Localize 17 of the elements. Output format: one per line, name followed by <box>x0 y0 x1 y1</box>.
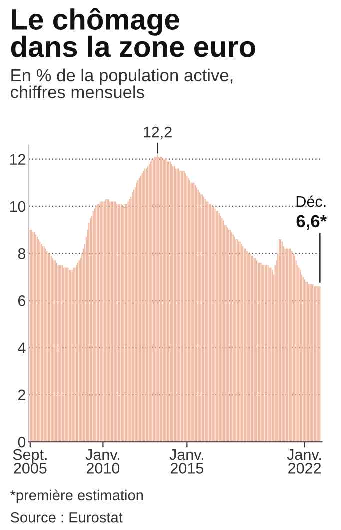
y-tick-label: 4 <box>18 342 26 354</box>
chart-subtitle: En % de la population active, chiffres mensuels <box>10 68 233 98</box>
y-tick-label: 2 <box>18 390 26 400</box>
y-tick-label: 8 <box>18 248 26 260</box>
y-tick-label: 6 <box>18 296 26 306</box>
x-tick-label: Janv. 2010 <box>86 450 120 474</box>
y-tick-label: 12 <box>10 154 26 165</box>
source-note: Source : Eurostat <box>10 512 123 523</box>
y-tick-label: 0 <box>18 436 26 448</box>
y-tick-label: 10 <box>10 201 26 212</box>
chart-title: Le chômage dans la zone euro <box>11 8 256 58</box>
text: *première estimation <box>10 490 144 504</box>
x-tick-label: Sept. 2005 <box>13 449 47 474</box>
annotation: Déc. 6,6* <box>296 196 328 230</box>
annotation: 12,2 <box>144 126 172 140</box>
x-tick-label: Janv. 2015 <box>170 450 204 474</box>
x-tick-label: Janv. 2022 <box>287 450 322 474</box>
